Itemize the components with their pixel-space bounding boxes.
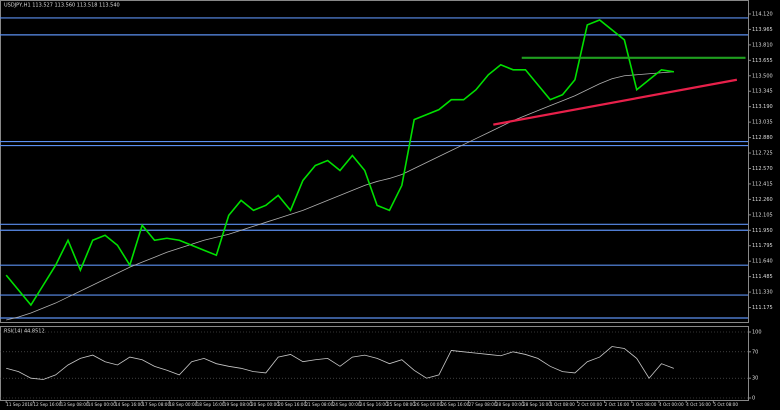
x-tick-label: 25 Sep 08:00 — [387, 402, 415, 407]
x-tick-label: 20 Sep 00:00 — [251, 402, 279, 407]
x-tick-label: 28 Sep 00:00 — [496, 402, 524, 407]
x-tick-label: 14 Sep 00:00 — [88, 402, 116, 407]
x-tick-label: 26 Sep 16:00 — [441, 402, 469, 407]
x-tick-label: 21 Sep 08:00 — [305, 402, 333, 407]
y-tick-label: 113.190 — [752, 104, 773, 110]
y-tick-label: 112.725 — [752, 151, 773, 157]
y-tick-label: 111.485 — [752, 274, 773, 280]
x-tick-label: 12 Sep 16:00 — [33, 402, 61, 407]
y-tick-label: 111.950 — [752, 228, 773, 234]
x-tick-label: 3 Oct 08:00 — [632, 402, 657, 407]
y-tick-label: 70 — [752, 349, 758, 355]
x-tick-label: 19 Sep 08:00 — [224, 402, 252, 407]
x-tick-label: 26 Sep 00:00 — [414, 402, 442, 407]
x-tick-label: 11 Sep 2018 — [6, 402, 33, 407]
x-tick-label: 4 Oct 16:00 — [686, 402, 711, 407]
x-tick-label: 13 Sep 08:00 — [61, 402, 89, 407]
x-tick-label: 1 Oct 08:00 — [550, 402, 575, 407]
y-tick-label: 111.795 — [752, 243, 773, 249]
x-tick-label: 18 Sep 00:00 — [169, 402, 197, 407]
y-tick-label: 112.415 — [752, 181, 773, 187]
y-tick-label: 113.965 — [752, 27, 773, 33]
x-tick-label: 4 Oct 00:00 — [659, 402, 684, 407]
x-tick-label: 28 Sep 16:00 — [523, 402, 551, 407]
chart-title: USDJPY,H1 113.527 113.560 113.518 113.54… — [4, 3, 120, 9]
y-tick-label: 111.640 — [752, 259, 773, 265]
y-tick-label: 112.570 — [752, 166, 773, 172]
x-tick-label: 27 Sep 08:00 — [469, 402, 497, 407]
x-tick-label: 5 Oct 08:00 — [713, 402, 738, 407]
y-tick-label: 0 — [752, 396, 755, 402]
y-tick-label: 111.330 — [752, 290, 773, 296]
y-tick-label: 113.655 — [752, 58, 773, 64]
x-tick-label: 2 Oct 16:00 — [605, 402, 630, 407]
y-tick-label: 30 — [752, 376, 758, 382]
price-frame — [0, 0, 749, 323]
y-tick-label: 112.105 — [752, 212, 773, 218]
rsi-frame — [0, 326, 749, 401]
x-tick-label: 17 Sep 08:00 — [142, 402, 170, 407]
y-tick-label: 112.880 — [752, 135, 773, 141]
x-tick-label: 14 Sep 16:00 — [115, 402, 143, 407]
y-tick-label: 100 — [752, 330, 762, 336]
y-tick-label: 113.810 — [752, 42, 773, 48]
x-tick-label: 2 Oct 00:00 — [577, 402, 602, 407]
x-tick-label: 20 Sep 16:00 — [278, 402, 306, 407]
y-tick-label: 111.175 — [752, 305, 773, 311]
y-tick-label: 113.345 — [752, 89, 773, 95]
rsi-line — [6, 346, 674, 380]
y-tick-label: 114.120 — [752, 11, 773, 17]
price-line — [5, 19, 674, 307]
rsi-title: RSI(14) 44.8512 — [4, 329, 45, 335]
trend-line — [493, 78, 738, 126]
y-tick-label: 113.500 — [752, 73, 773, 79]
x-tick-label: 24 Sep 16:00 — [360, 402, 388, 407]
moving-average — [6, 71, 674, 321]
y-tick-label: 113.035 — [752, 120, 773, 126]
x-tick-label: 24 Sep 00:00 — [333, 402, 361, 407]
y-tick-label: 112.260 — [752, 197, 773, 203]
x-tick-label: 18 Sep 16:00 — [197, 402, 225, 407]
